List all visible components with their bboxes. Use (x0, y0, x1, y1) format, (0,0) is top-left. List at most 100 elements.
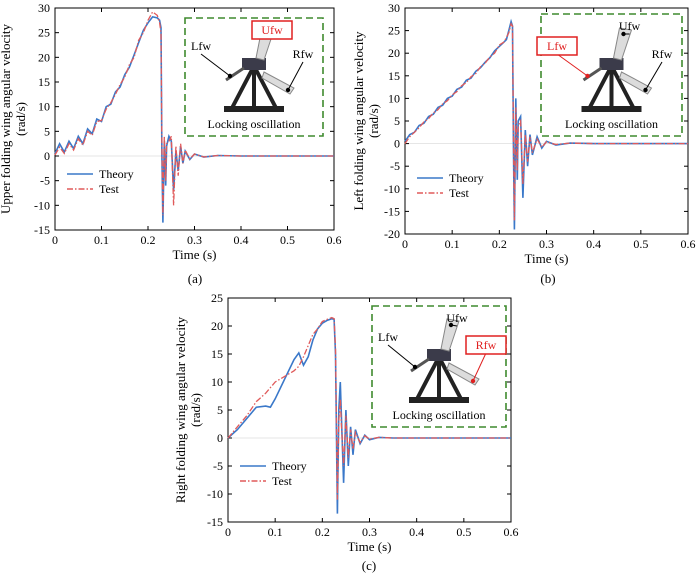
inset-label-upper: Ufw (261, 23, 283, 37)
y-tick-label: 10 (388, 91, 400, 105)
series-theory-line (404, 18, 688, 230)
y-tick-label: 0 (44, 149, 50, 163)
inset-leader-dot (621, 31, 626, 37)
inset-photo: Ufw Lfw Rfw Locking oscillation (184, 17, 324, 137)
inset-label-left: Lfw (378, 330, 398, 344)
hinge-block-icon (427, 349, 451, 361)
inset-leader-dot (643, 87, 648, 93)
y-axis-label-line2: (rad/s) (13, 102, 28, 136)
inset-leader-line (387, 344, 416, 368)
inset-leader-line (556, 53, 588, 77)
y-tick-label: 30 (388, 1, 400, 15)
inset-leader-line (287, 61, 304, 91)
stand-base-icon (581, 106, 642, 112)
y-tick-label: 5 (217, 403, 223, 417)
x-tick-label: 0.1 (268, 525, 283, 539)
inset-leader-dot (470, 378, 476, 384)
y-tick-label: -10 (384, 182, 400, 196)
x-tick-label: 0.1 (445, 237, 460, 251)
y-tick-label: -5 (213, 459, 223, 473)
y-tick-label: 20 (388, 46, 400, 60)
x-tick-label: 0.6 (504, 525, 519, 539)
y-tick-label: 15 (388, 69, 400, 83)
legend-label-test: Test (99, 182, 119, 196)
highlight-box (536, 36, 578, 56)
inset-leader-dot (585, 73, 590, 79)
y-tick-label: 10 (211, 375, 223, 389)
series-test-line (404, 22, 688, 221)
inset-leader-line (472, 352, 487, 382)
left-wing-icon (410, 357, 430, 373)
x-tick-label: 0.5 (456, 525, 471, 539)
legend-label-theory: Theory (99, 167, 134, 181)
y-tick-label: 5 (394, 114, 400, 128)
x-tick-label: 0 (52, 233, 58, 247)
inset-leader-line (645, 61, 663, 91)
x-tick-label: 0.2 (492, 237, 507, 251)
highlight-box (465, 335, 507, 355)
right-wing-icon (618, 71, 653, 95)
inset-label-upper: Ufw (446, 311, 468, 325)
y-tick-label: -10 (207, 487, 223, 501)
x-tick-label: 0.1 (94, 233, 109, 247)
subfigure-caption: (c) (362, 558, 376, 573)
highlight-box (251, 20, 293, 40)
y-tick-label: 10 (38, 100, 50, 114)
x-tick-label: 0.2 (315, 525, 330, 539)
y-tick-label: -15 (384, 204, 400, 218)
right-wing-icon (261, 71, 295, 95)
stand-base-icon (224, 106, 284, 112)
series-test-line (227, 316, 511, 500)
y-axis-label-line1: Right folding wing angular velocity (173, 316, 188, 503)
x-tick-label: 0.4 (586, 237, 601, 251)
x-tick-label: 0.4 (234, 233, 249, 247)
inset-leader-line (200, 53, 231, 77)
y-axis-label: Right folding wing angular velocity (rad/… (173, 316, 203, 503)
y-tick-label: 15 (38, 75, 50, 89)
x-axis-label: Time (s) (173, 247, 217, 262)
y-tick-label: 20 (211, 319, 223, 333)
x-tick-label: 0.2 (141, 233, 156, 247)
legend-label-theory: Theory (449, 171, 484, 185)
x-axis-label: Time (s) (348, 539, 392, 554)
hinge-block-icon (599, 58, 624, 70)
y-axis-label: Upper folding wing angular velocity(rad/… (0, 24, 28, 214)
inset-caption: Locking oscillation (393, 408, 486, 422)
upper-wing-icon (612, 27, 633, 61)
subfigure-caption: (b) (540, 271, 555, 286)
legend-label-test: Test (449, 186, 469, 200)
y-tick-label: 25 (38, 26, 50, 40)
chart-1: 0 0.1 0.2 0.3 0.4 0.5 0.6 -20 -15 -10 -5 0 5 10 15 20 25… (351, 1, 696, 286)
right-wing-icon (446, 362, 480, 386)
legend-label-theory: Theory (272, 459, 307, 473)
y-tick-label: 5 (44, 124, 50, 138)
series-test-line (54, 10, 334, 216)
x-tick-label: 0 (225, 525, 231, 539)
left-wing-icon (225, 66, 245, 82)
y-tick-label: 25 (211, 291, 223, 305)
hinge-block-icon (242, 58, 266, 70)
y-axis-label: Left folding wing angular velocity (rad/s… (351, 31, 381, 211)
x-tick-label: 0.5 (280, 233, 295, 247)
y-tick-label: 30 (38, 1, 50, 15)
y-tick-label: 25 (388, 24, 400, 38)
inset-photo: Ufw Lfw Rfw Locking oscillation (371, 305, 507, 428)
inset-leader-dot (448, 322, 454, 328)
y-tick-label: -15 (207, 515, 223, 529)
y-axis-label-line2: (rad/s) (366, 104, 381, 138)
inset-leader-dot (227, 73, 233, 79)
inset-photo: Ufw Lfw Rfw Locking oscillation (536, 13, 683, 137)
y-axis-label-line1: Upper folding wing angular velocity (0, 24, 13, 214)
x-axis-label: Time (s) (525, 251, 569, 266)
inset-caption: Locking oscillation (208, 117, 301, 131)
chart-2: 0 0.1 0.2 0.3 0.4 0.5 0.6 -15 -10 -5 0 5 10 15 20 25 Tim… (173, 291, 519, 573)
x-tick-label: 0 (402, 237, 408, 251)
x-tick-label: 0.4 (409, 525, 424, 539)
inset-leader-dot (412, 364, 418, 370)
x-tick-label: 0.3 (362, 525, 377, 539)
x-tick-label: 0.3 (187, 233, 202, 247)
y-tick-label: 15 (211, 347, 223, 361)
x-tick-label: 0.5 (633, 237, 648, 251)
inset-label-upper: Ufw (619, 19, 641, 33)
